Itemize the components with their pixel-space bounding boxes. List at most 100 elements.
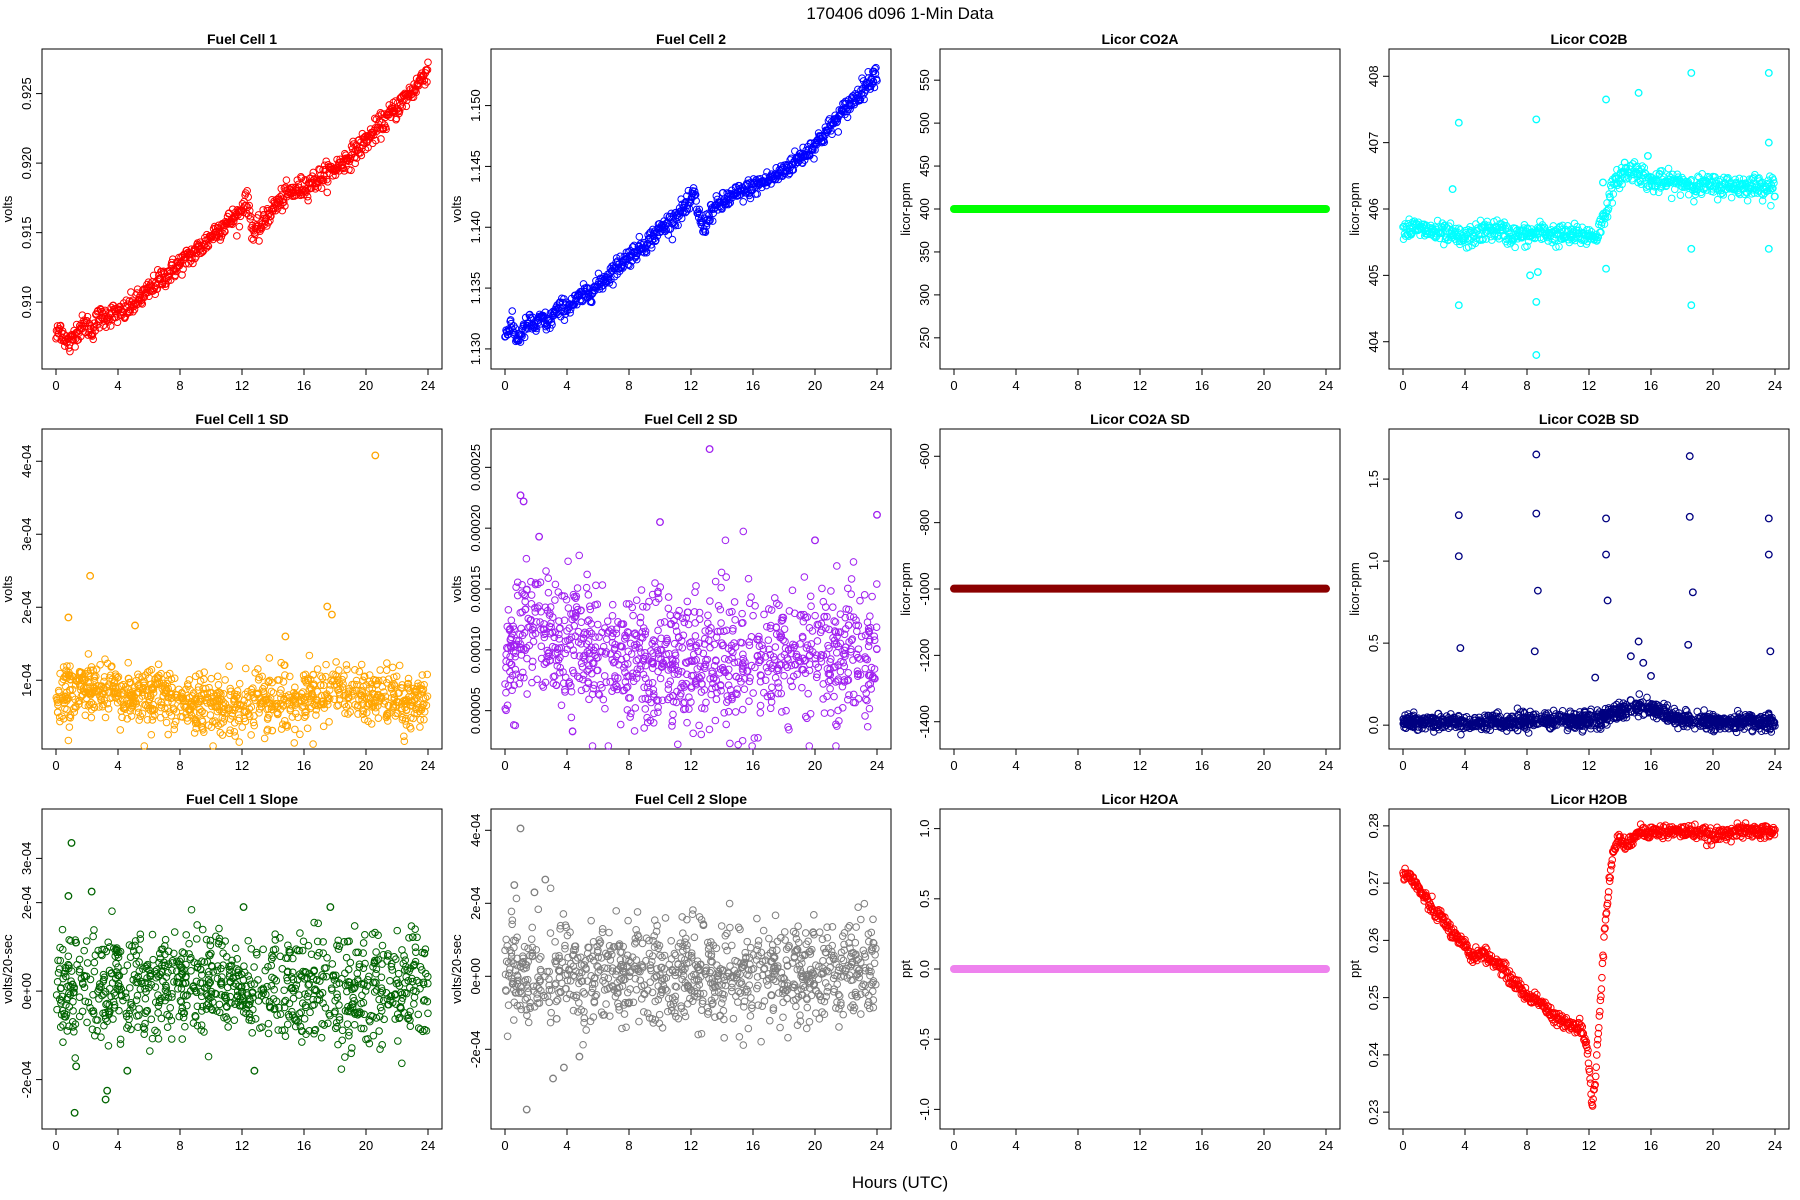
x-tick-label: 24 bbox=[870, 758, 884, 773]
data-point bbox=[202, 240, 210, 248]
data-point bbox=[1690, 197, 1698, 206]
data-point bbox=[61, 682, 70, 691]
y-tick-label: -600 bbox=[917, 443, 932, 469]
figure-xlabel: Hours (UTC) bbox=[852, 1173, 948, 1192]
x-tick-label: 24 bbox=[1319, 378, 1333, 393]
data-point bbox=[1764, 244, 1773, 253]
data-point bbox=[532, 324, 541, 333]
data-point bbox=[1618, 180, 1626, 189]
data-point bbox=[221, 676, 229, 684]
data-point bbox=[1672, 177, 1680, 185]
data-point bbox=[756, 708, 765, 717]
x-tick-label: 12 bbox=[235, 378, 249, 393]
data-point bbox=[162, 718, 171, 727]
data-point bbox=[1598, 178, 1607, 187]
data-point bbox=[526, 313, 535, 322]
data-point bbox=[1404, 219, 1412, 228]
data-point bbox=[692, 582, 700, 590]
x-axis: 0 4 8 12 16 20 24 bbox=[1399, 749, 1782, 773]
data-point bbox=[568, 727, 577, 735]
y-axis-label: volts bbox=[449, 195, 464, 222]
data-point bbox=[382, 125, 390, 134]
data-point bbox=[608, 600, 617, 609]
data-point bbox=[731, 616, 739, 624]
data-point bbox=[1457, 730, 1465, 739]
data-point bbox=[244, 193, 252, 201]
data-point bbox=[669, 219, 677, 228]
data-point bbox=[847, 575, 856, 583]
x-tick-label: 12 bbox=[1133, 378, 1147, 393]
data-point bbox=[564, 557, 572, 566]
data-point bbox=[610, 272, 619, 281]
data-point bbox=[281, 202, 289, 210]
data-point bbox=[207, 674, 216, 683]
data-point bbox=[557, 701, 566, 710]
data-point bbox=[654, 708, 662, 717]
data-point bbox=[216, 236, 225, 244]
data-point bbox=[810, 155, 818, 163]
data-point bbox=[871, 69, 880, 78]
data-point bbox=[632, 656, 641, 665]
x-tick-label: 8 bbox=[1523, 758, 1530, 773]
data-point bbox=[744, 574, 753, 583]
data-point bbox=[1520, 224, 1528, 232]
x-tick-label: 12 bbox=[684, 378, 698, 393]
data-point bbox=[870, 83, 879, 92]
data-point bbox=[164, 730, 172, 739]
data-point bbox=[398, 103, 406, 111]
x-tick-label: 12 bbox=[1582, 378, 1596, 393]
data-point bbox=[327, 610, 336, 619]
data-point bbox=[834, 128, 843, 136]
x-tick-label: 8 bbox=[176, 378, 183, 393]
data-point bbox=[172, 267, 180, 276]
data-point bbox=[726, 198, 735, 207]
data-point bbox=[529, 637, 538, 646]
x-tick-label: 0 bbox=[52, 758, 59, 773]
y-tick-label: 350 bbox=[917, 241, 932, 263]
data-point bbox=[759, 688, 768, 697]
data-point bbox=[641, 674, 650, 683]
x-tick-label: 0 bbox=[950, 758, 957, 773]
data-point bbox=[849, 558, 858, 566]
x-tick-label: 0 bbox=[950, 378, 957, 393]
data-point bbox=[1687, 244, 1696, 253]
y-tick-label: 0.00010 bbox=[468, 626, 483, 673]
y-axis-label: licor-ppm bbox=[1347, 182, 1362, 235]
data-point bbox=[609, 281, 617, 289]
data-point bbox=[535, 532, 544, 541]
y-tick-label: 1.5 bbox=[1366, 470, 1381, 488]
data-point bbox=[656, 518, 664, 527]
x-tick-label: 20 bbox=[808, 378, 822, 393]
data-point bbox=[873, 510, 881, 519]
data-point bbox=[1771, 192, 1779, 201]
x-tick-label: 24 bbox=[870, 378, 884, 393]
data-point bbox=[265, 654, 274, 662]
data-point bbox=[260, 734, 269, 743]
y-tick-label: 250 bbox=[917, 327, 932, 349]
data-point bbox=[567, 713, 576, 722]
data-point bbox=[829, 603, 837, 611]
data-point bbox=[178, 271, 186, 279]
data-point bbox=[598, 284, 607, 293]
data-point bbox=[303, 724, 312, 733]
data-point bbox=[844, 668, 853, 677]
data-point bbox=[782, 706, 790, 715]
data-point bbox=[650, 709, 658, 718]
data-point bbox=[402, 102, 411, 111]
y-tick-label: 0.915 bbox=[19, 216, 34, 249]
y-axis: 0.00.51.01.5 bbox=[1366, 470, 1389, 734]
data-point bbox=[868, 592, 876, 601]
data-point bbox=[601, 704, 609, 713]
data-point bbox=[83, 312, 92, 321]
data-point bbox=[626, 262, 635, 270]
data-point bbox=[554, 588, 563, 596]
data-point bbox=[798, 683, 806, 692]
data-point bbox=[704, 611, 712, 620]
data-point bbox=[683, 718, 691, 727]
data-point bbox=[281, 632, 290, 641]
data-point bbox=[296, 730, 304, 739]
data-point bbox=[654, 667, 662, 676]
y-axis-label: licor-ppm bbox=[1347, 562, 1362, 615]
